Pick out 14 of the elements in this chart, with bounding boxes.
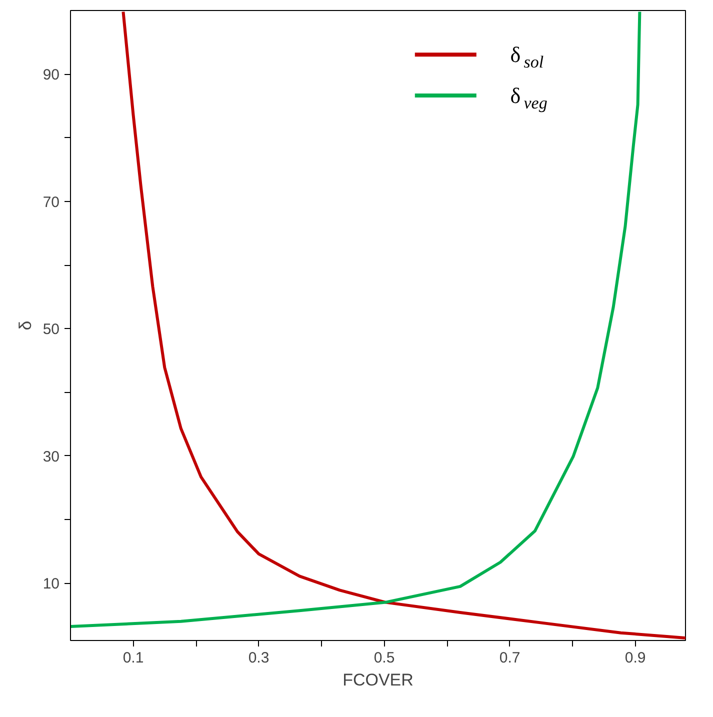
x-tick-label: 0.5: [374, 650, 395, 666]
x-tick-label: 0.7: [499, 650, 520, 666]
line-series: [122, 10, 686, 640]
y-tick-label: 50: [42, 321, 60, 338]
y-tick-label: 90: [42, 66, 60, 84]
line-series: [70, 10, 642, 628]
x-tick-label: 0.1: [122, 650, 144, 666]
y-tick-label: 10: [42, 576, 60, 593]
y-tick-label: 70: [42, 194, 60, 211]
x-tick-label: 0.9: [624, 650, 646, 666]
x-tick-label: 0.3: [248, 650, 270, 666]
y-tick-label: 30: [42, 448, 60, 466]
x-axis-title: FCOVER: [342, 670, 414, 690]
y-axis-title: δ: [16, 320, 35, 330]
